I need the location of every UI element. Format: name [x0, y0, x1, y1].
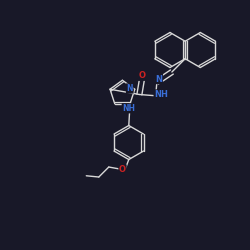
- Text: NH: NH: [154, 90, 168, 99]
- Text: N: N: [156, 74, 162, 84]
- Text: O: O: [138, 71, 145, 80]
- Text: NH: NH: [122, 104, 135, 113]
- Text: N: N: [126, 84, 133, 93]
- Text: O: O: [119, 165, 126, 174]
